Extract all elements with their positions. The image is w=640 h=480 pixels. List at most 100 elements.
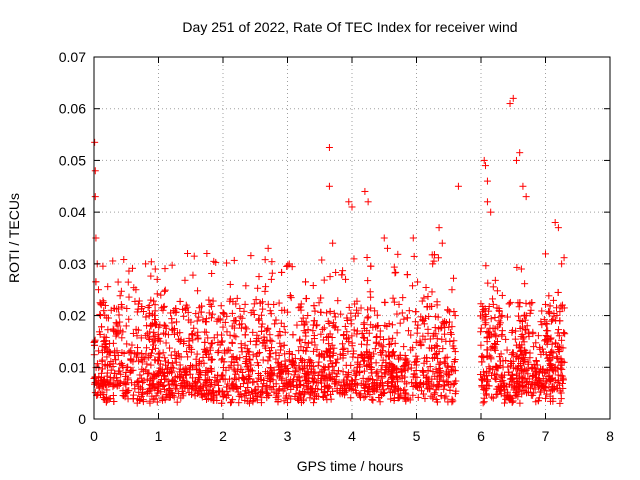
data-point-cloud: [390, 396, 398, 404]
data-point-cloud: [120, 256, 128, 264]
data-point-cloud: [320, 276, 328, 284]
data-point-cloud: [334, 355, 342, 363]
data-point-cloud: [433, 382, 441, 390]
data-point-cloud: [331, 359, 339, 367]
data-point-cloud: [477, 312, 485, 320]
data-point-cloud: [165, 381, 173, 389]
data-point-cloud: [505, 368, 513, 376]
data-point-cloud: [275, 387, 283, 395]
data-point: [122, 322, 130, 330]
data-point-cloud: [335, 367, 343, 375]
data-point-cloud: [213, 378, 221, 386]
data-point-cloud: [235, 399, 243, 407]
data-point-cloud: [444, 378, 452, 386]
data-point-cloud: [183, 348, 191, 356]
data-point: [91, 193, 99, 201]
data-point-cloud: [435, 325, 443, 333]
data-point-cloud: [147, 361, 155, 369]
data-point-cloud: [538, 382, 546, 390]
data-point-cloud: [151, 371, 159, 379]
data-point-cloud: [245, 348, 253, 356]
data-point-cloud: [528, 373, 536, 381]
data-point-cloud: [451, 348, 459, 356]
data-point-cloud: [518, 350, 526, 358]
data-point-cloud: [193, 350, 201, 358]
data-point-cloud: [192, 387, 200, 395]
data-point-cloud: [233, 354, 241, 362]
data-point-cloud: [356, 368, 364, 376]
data-point-cloud: [340, 344, 348, 352]
data-point-cloud: [168, 315, 176, 323]
data-point-cloud: [401, 394, 409, 402]
data-point-cloud: [423, 354, 431, 362]
data-point: [184, 250, 192, 258]
data-point-cloud: [137, 392, 145, 400]
data-point-cloud: [387, 367, 395, 375]
data-point-cloud: [242, 353, 250, 361]
data-point-cloud: [488, 393, 496, 401]
data-point: [448, 286, 456, 294]
data-point-cloud: [195, 313, 203, 321]
data-point-cloud: [259, 305, 267, 313]
data-point-cloud: [363, 341, 371, 349]
data-point-cloud: [167, 363, 175, 371]
data-point-cloud: [317, 294, 325, 302]
data-point-cloud: [514, 383, 522, 391]
data-point-cloud: [428, 302, 436, 310]
data-point-cloud: [118, 359, 126, 367]
data-point-cloud: [376, 398, 384, 406]
data-point-cloud: [112, 319, 120, 327]
data-point-cloud: [552, 304, 560, 312]
data-point-cloud: [370, 350, 378, 358]
data-point-cloud: [530, 343, 538, 351]
data-point-cloud: [520, 383, 528, 391]
data-point: [95, 286, 103, 294]
data-point-cloud: [230, 332, 238, 340]
data-point: [483, 177, 491, 185]
data-point-cloud: [545, 292, 553, 300]
data-point-cloud: [387, 395, 395, 403]
data-point-cloud: [204, 376, 212, 384]
data-point-cloud: [371, 345, 379, 353]
y-tick-label: 0.07: [59, 49, 86, 65]
data-point-cloud: [422, 283, 430, 291]
data-point-cloud: [368, 369, 376, 377]
data-point-cloud: [440, 358, 448, 366]
data-point-cloud: [390, 263, 398, 271]
data-point-cloud: [363, 350, 371, 358]
data-point-cloud: [352, 381, 360, 389]
data-point-cloud: [304, 339, 312, 347]
data-point-cloud: [438, 335, 446, 343]
data-point-cloud: [348, 339, 356, 347]
data-point-cloud: [129, 329, 137, 337]
data-point-cloud: [201, 371, 209, 379]
data-point-cloud: [109, 392, 117, 400]
data-point-cloud: [446, 308, 454, 316]
data-point-cloud: [125, 315, 133, 323]
data-point-cloud: [91, 373, 99, 381]
data-point-cloud: [497, 357, 505, 365]
data-point-cloud: [296, 337, 304, 345]
data-point-cloud: [511, 392, 519, 400]
data-point-cloud: [367, 262, 375, 270]
data-point-cloud: [249, 328, 257, 336]
data-point-cloud: [550, 312, 558, 320]
data-point-cloud: [296, 377, 304, 385]
data-point-cloud: [380, 369, 388, 377]
data-point-cloud: [447, 329, 455, 337]
data-point-cloud: [299, 365, 307, 373]
data-point-cloud: [362, 392, 370, 400]
data-point-cloud: [355, 390, 363, 398]
data-point-cloud: [153, 387, 161, 395]
data-point-cloud: [536, 388, 544, 396]
data-point-cloud: [302, 278, 310, 286]
data-point-cloud: [400, 387, 408, 395]
data-point-cloud: [359, 374, 367, 382]
data-point-cloud: [135, 297, 143, 305]
data-point: [113, 374, 121, 382]
x-tick-label: 8: [606, 428, 614, 444]
data-point-cloud: [394, 250, 402, 258]
data-point-cloud: [339, 267, 347, 275]
data-point-cloud: [360, 384, 368, 392]
